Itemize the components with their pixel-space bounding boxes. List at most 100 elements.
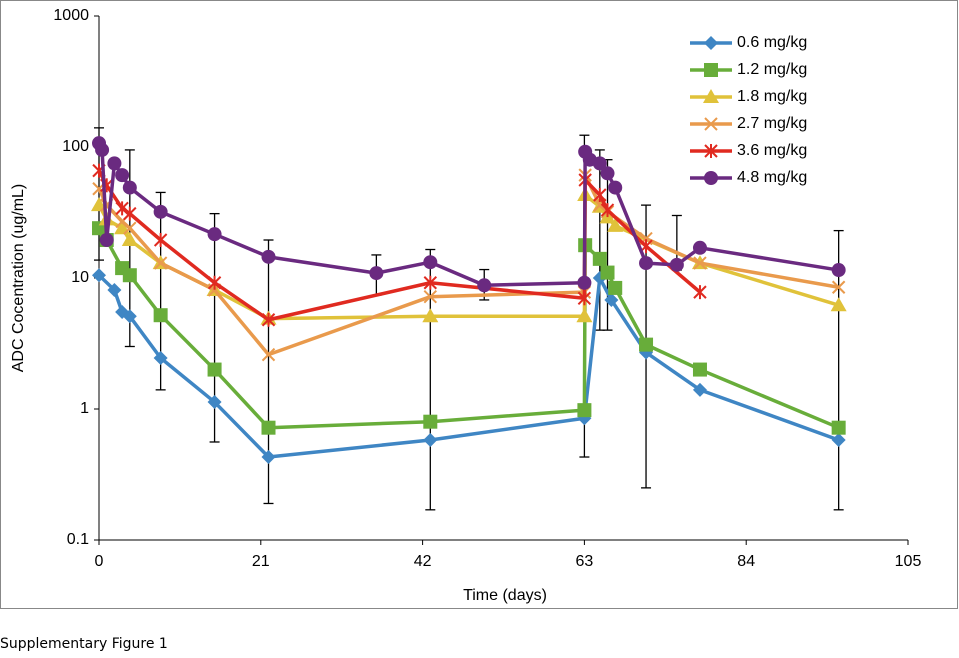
footer: Supplementary Figure 1	[0, 636, 168, 652]
y-tick-label: 1000	[53, 7, 89, 24]
marker	[831, 280, 846, 294]
marker-shape	[369, 266, 384, 281]
marker	[107, 156, 122, 171]
marker-shape	[831, 432, 846, 447]
marker	[577, 275, 592, 290]
marker	[692, 240, 707, 255]
marker-shape	[704, 63, 718, 77]
marker	[153, 204, 168, 219]
legend-label: 1.8 mg/kg	[737, 88, 807, 105]
marker	[261, 312, 276, 327]
marker	[121, 232, 138, 247]
y-tick-label: 0.1	[67, 531, 89, 548]
marker-shape	[261, 420, 276, 435]
marker-shape	[703, 89, 719, 103]
marker	[261, 450, 276, 465]
marker	[703, 89, 719, 103]
marker-shape	[122, 180, 137, 195]
marker-shape	[692, 382, 707, 397]
marker-shape	[831, 263, 846, 278]
marker	[423, 432, 438, 447]
marker	[423, 289, 438, 304]
marker-shape	[608, 180, 623, 195]
y-axis-label: ADC Cocentration (ug/mL)	[10, 184, 27, 373]
marker-shape	[115, 168, 130, 183]
marker	[831, 432, 846, 447]
marker	[99, 233, 114, 248]
marker-shape	[95, 142, 110, 157]
marker-shape	[153, 204, 168, 219]
marker	[422, 308, 439, 323]
marker	[122, 180, 137, 195]
marker	[107, 282, 122, 297]
marker-shape	[207, 227, 222, 242]
marker	[261, 347, 276, 362]
marker	[669, 257, 684, 272]
marker	[261, 420, 276, 435]
x-tick-label: 63	[576, 553, 594, 570]
marker	[122, 309, 137, 324]
marker	[607, 217, 624, 232]
marker	[704, 144, 718, 158]
y-tick-label: 100	[62, 138, 89, 155]
x-tick-label: 84	[737, 553, 755, 570]
legend-label: 3.6 mg/kg	[737, 142, 807, 159]
marker	[115, 201, 129, 216]
marker-shape	[639, 337, 654, 352]
marker	[831, 263, 846, 278]
marker-shape	[107, 282, 122, 297]
x-axis-label: Time (days)	[463, 587, 547, 604]
x-tick-label: 21	[252, 553, 270, 570]
marker-shape	[423, 255, 438, 270]
x-tick-label: 105	[895, 553, 922, 570]
marker-shape	[423, 432, 438, 447]
marker-shape	[604, 292, 619, 307]
marker	[207, 227, 222, 242]
marker	[600, 265, 615, 280]
x-tick-label: 42	[414, 553, 432, 570]
marker-shape	[477, 278, 492, 293]
marker	[830, 297, 847, 312]
marker	[831, 420, 846, 435]
legend-label: 2.7 mg/kg	[737, 115, 807, 132]
marker-shape	[153, 256, 168, 270]
y-tick-label: 1	[80, 400, 89, 417]
marker	[423, 414, 438, 429]
marker-shape	[577, 403, 592, 418]
marker	[207, 275, 222, 290]
marker	[423, 275, 438, 290]
marker-shape	[592, 156, 607, 171]
marker	[639, 256, 654, 271]
marker-shape	[153, 351, 168, 366]
chart: Time (days) ADC Cocentration (ug/mL) 0.1…	[0, 0, 958, 609]
marker	[692, 362, 707, 377]
marker	[593, 188, 607, 203]
y-tick-label: 10	[71, 269, 89, 286]
marker-shape	[122, 268, 137, 283]
marker-shape	[693, 256, 707, 270]
marker	[153, 233, 168, 248]
marker-shape	[153, 308, 168, 323]
marker-shape	[639, 256, 654, 271]
marker	[95, 142, 110, 157]
marker-shape	[576, 308, 593, 323]
marker-shape	[207, 395, 222, 410]
marker-shape	[600, 166, 615, 181]
marker-shape	[423, 289, 438, 304]
marker-shape	[607, 217, 624, 232]
marker	[123, 221, 137, 235]
marker-shape	[261, 347, 276, 362]
marker	[207, 362, 222, 377]
marker-shape	[669, 257, 684, 272]
marker-shape	[423, 414, 438, 429]
marker-shape	[830, 297, 847, 312]
marker	[153, 256, 168, 270]
marker-shape	[577, 275, 592, 290]
marker	[576, 308, 593, 323]
marker	[123, 206, 137, 221]
legend-label: 4.8 mg/kg	[737, 169, 807, 186]
legend-label: 1.2 mg/kg	[737, 61, 807, 78]
marker	[600, 203, 615, 218]
marker	[704, 36, 718, 50]
x-tick-label: 0	[95, 553, 104, 570]
